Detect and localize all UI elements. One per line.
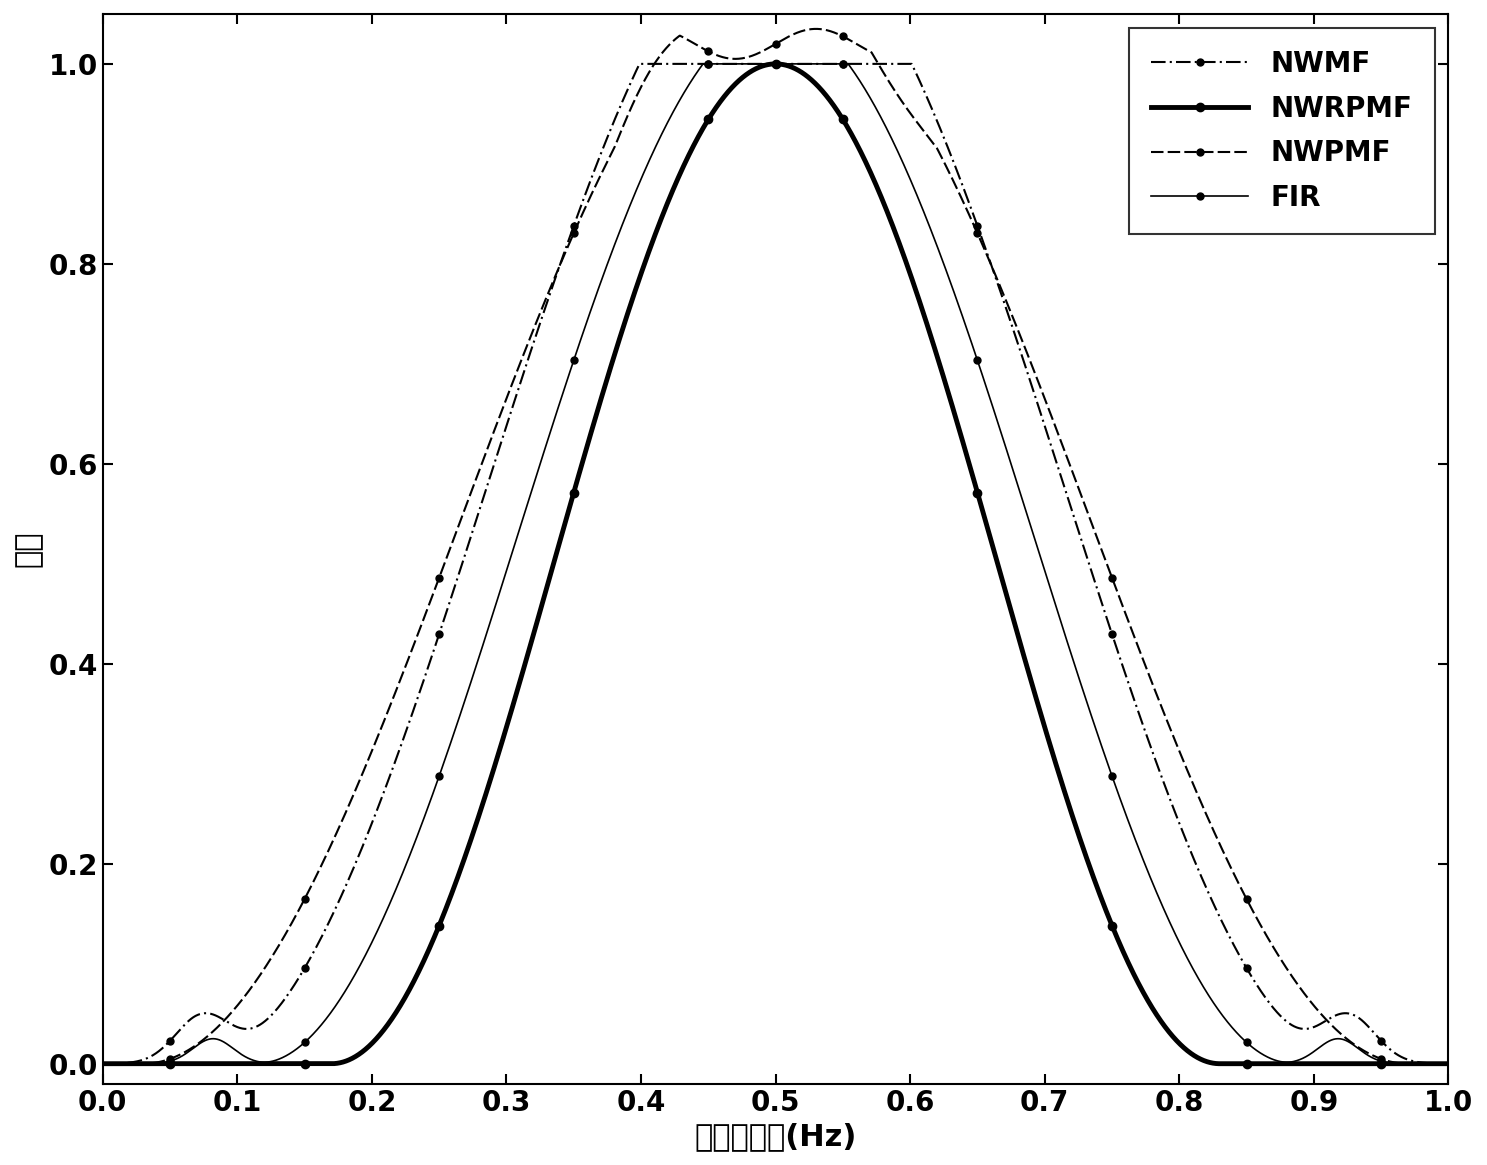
X-axis label: 归一化频率(Hz): 归一化频率(Hz) [694,1122,857,1151]
Legend: NWMF, NWRPMF, NWPMF, FIR: NWMF, NWRPMF, NWPMF, FIR [1129,28,1435,234]
Y-axis label: 幅値: 幅値 [13,530,43,567]
